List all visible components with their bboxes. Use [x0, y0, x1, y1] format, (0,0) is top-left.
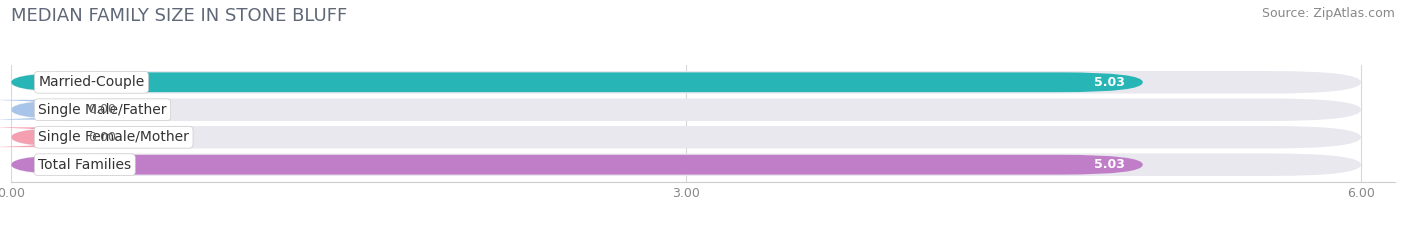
FancyBboxPatch shape	[11, 154, 1361, 176]
FancyBboxPatch shape	[0, 127, 93, 147]
Text: 0.00: 0.00	[87, 131, 115, 144]
Text: Total Families: Total Families	[38, 158, 131, 172]
FancyBboxPatch shape	[11, 72, 1143, 92]
Text: Single Female/Mother: Single Female/Mother	[38, 130, 190, 144]
Text: Married-Couple: Married-Couple	[38, 75, 145, 89]
FancyBboxPatch shape	[11, 126, 1361, 148]
Text: 5.03: 5.03	[1094, 76, 1125, 89]
Text: 0.00: 0.00	[87, 103, 115, 116]
Text: Source: ZipAtlas.com: Source: ZipAtlas.com	[1261, 7, 1395, 20]
FancyBboxPatch shape	[11, 99, 1361, 121]
FancyBboxPatch shape	[0, 100, 93, 120]
Text: 5.03: 5.03	[1094, 158, 1125, 171]
FancyBboxPatch shape	[11, 71, 1361, 93]
FancyBboxPatch shape	[11, 155, 1143, 175]
Text: Single Male/Father: Single Male/Father	[38, 103, 167, 117]
Text: MEDIAN FAMILY SIZE IN STONE BLUFF: MEDIAN FAMILY SIZE IN STONE BLUFF	[11, 7, 347, 25]
